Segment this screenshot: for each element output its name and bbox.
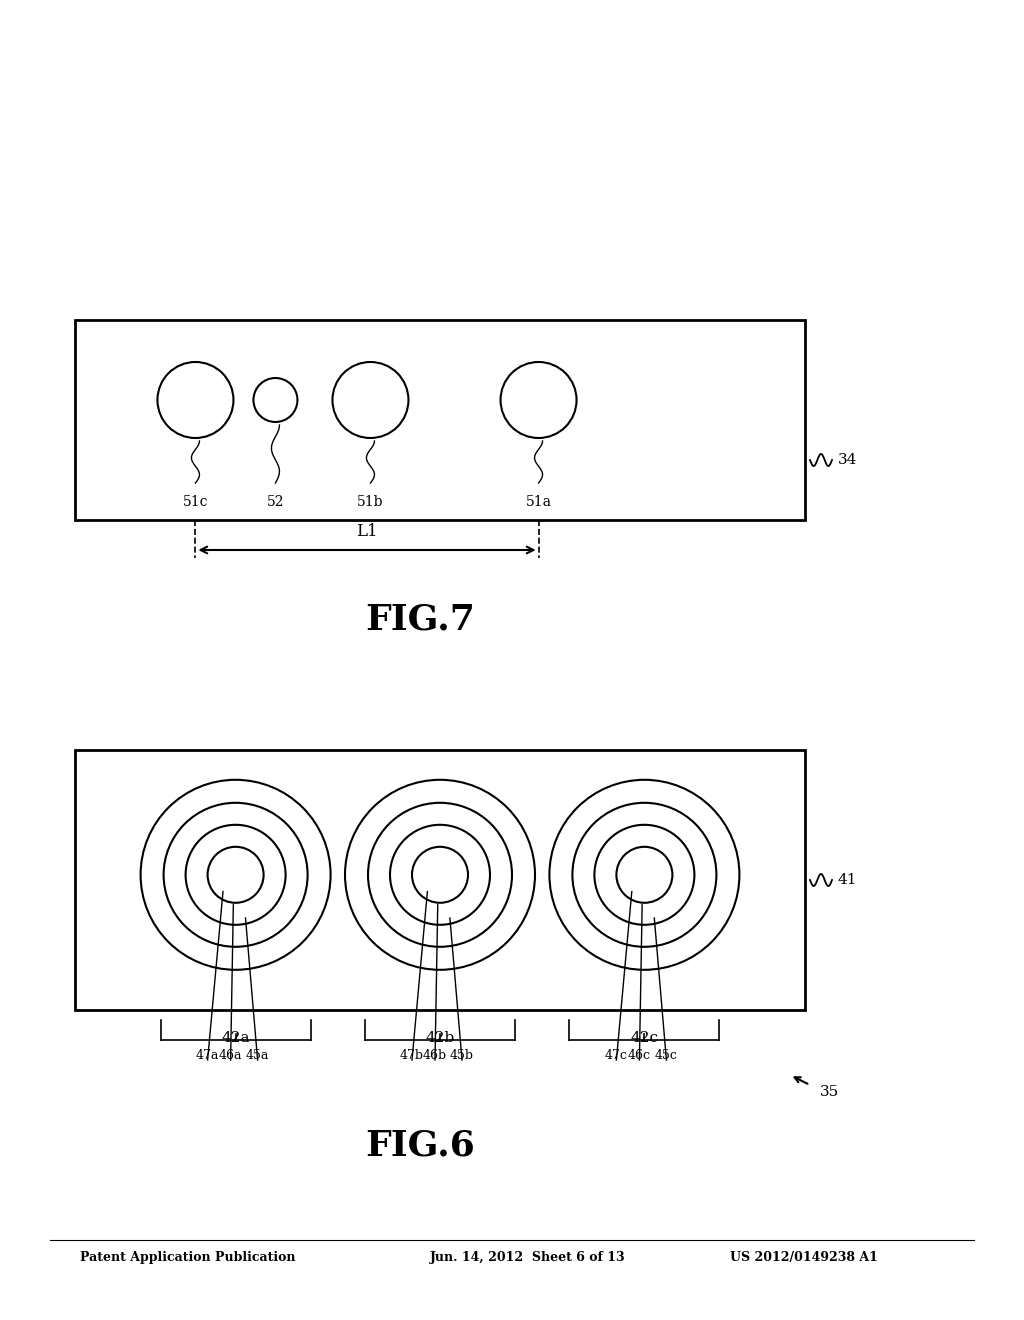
Text: 51a: 51a xyxy=(525,495,552,510)
Text: 46b: 46b xyxy=(423,1049,447,1063)
Text: 47c: 47c xyxy=(605,1049,628,1063)
Text: 45c: 45c xyxy=(655,1049,678,1063)
Text: 51c: 51c xyxy=(182,495,208,510)
Text: Patent Application Publication: Patent Application Publication xyxy=(80,1251,296,1265)
Text: 42b: 42b xyxy=(425,1031,455,1045)
Text: 42a: 42a xyxy=(221,1031,250,1045)
Text: FIG.7: FIG.7 xyxy=(366,603,475,638)
Text: 52: 52 xyxy=(266,495,285,510)
Text: 41: 41 xyxy=(838,873,857,887)
Text: 45a: 45a xyxy=(246,1049,269,1063)
Text: 35: 35 xyxy=(820,1085,840,1100)
Text: 34: 34 xyxy=(838,453,857,467)
Ellipse shape xyxy=(158,362,233,438)
Text: 42c: 42c xyxy=(631,1031,658,1045)
Ellipse shape xyxy=(501,362,577,438)
Bar xyxy=(75,750,805,1010)
Text: FIG.6: FIG.6 xyxy=(366,1129,475,1162)
Text: 51b: 51b xyxy=(357,495,384,510)
Ellipse shape xyxy=(254,378,297,422)
Text: 45b: 45b xyxy=(450,1049,474,1063)
Text: 47b: 47b xyxy=(400,1049,424,1063)
Text: US 2012/0149238 A1: US 2012/0149238 A1 xyxy=(730,1251,878,1265)
Text: 46c: 46c xyxy=(628,1049,651,1063)
Text: 47a: 47a xyxy=(196,1049,219,1063)
Text: 46a: 46a xyxy=(219,1049,243,1063)
Bar xyxy=(75,319,805,520)
Ellipse shape xyxy=(333,362,409,438)
Text: L1: L1 xyxy=(356,523,378,540)
Text: Jun. 14, 2012  Sheet 6 of 13: Jun. 14, 2012 Sheet 6 of 13 xyxy=(430,1251,626,1265)
